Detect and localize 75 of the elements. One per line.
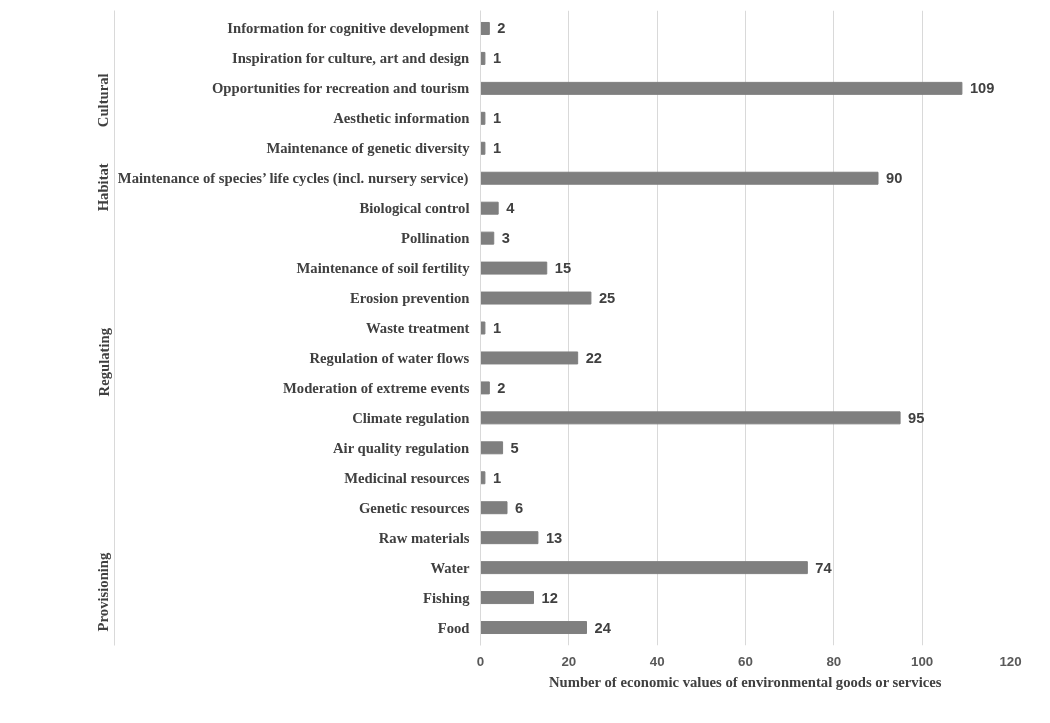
data-label: 1 bbox=[492, 50, 502, 67]
y-tick-label: Pollination bbox=[401, 230, 470, 247]
y-tick-label: Medicinal resources bbox=[344, 469, 470, 486]
y-tick-label: Maintenance of species’ life cycles (incl. nursery service) bbox=[117, 170, 469, 188]
y-tick-label: Regulation of water flows bbox=[309, 349, 470, 366]
bar bbox=[480, 321, 486, 335]
bar bbox=[480, 531, 539, 545]
bar bbox=[480, 231, 495, 245]
y-tick-label: Maintenance of genetic diversity bbox=[266, 140, 471, 157]
bar bbox=[480, 441, 504, 455]
x-tick-label: 40 bbox=[649, 653, 665, 669]
text: Habitat bbox=[95, 163, 112, 212]
bar bbox=[480, 141, 486, 155]
bar bbox=[480, 81, 963, 95]
data-label: 3 bbox=[501, 230, 510, 247]
y-tick-label: Food bbox=[437, 619, 470, 636]
y-tick-label: Inspiration for culture, art and design bbox=[231, 50, 470, 67]
bar bbox=[480, 381, 490, 395]
y-tick-label: Opportunities for recreation and tourism bbox=[211, 80, 470, 97]
data-label: 24 bbox=[594, 619, 612, 636]
data-label: 95 bbox=[908, 409, 925, 426]
bar bbox=[480, 201, 499, 215]
bar bbox=[480, 51, 486, 65]
x-tick-label: 100 bbox=[911, 653, 934, 669]
y-tick-label: Erosion prevention bbox=[349, 290, 470, 307]
y-tick-label: Maintenance of soil fertility bbox=[296, 260, 471, 277]
data-label: 4 bbox=[506, 200, 516, 217]
text: Regulating bbox=[95, 327, 112, 397]
y-tick-label: Climate regulation bbox=[352, 409, 470, 426]
bar bbox=[480, 21, 490, 35]
bar bbox=[480, 471, 486, 485]
data-label: 15 bbox=[554, 260, 572, 277]
x-tick-label: 80 bbox=[826, 653, 842, 669]
y-tick-label: Biological control bbox=[359, 200, 470, 217]
bar bbox=[480, 111, 486, 125]
y-tick-label: Genetic resources bbox=[358, 499, 470, 516]
data-label: 6 bbox=[515, 499, 524, 516]
y-tick-label: Water bbox=[430, 559, 470, 576]
data-label: 22 bbox=[585, 349, 602, 366]
bar bbox=[480, 171, 879, 185]
y-tick-label: Information for cognitive development bbox=[227, 20, 470, 37]
data-label: 1 bbox=[492, 110, 502, 127]
data-label: 74 bbox=[815, 559, 833, 576]
bar bbox=[480, 561, 808, 575]
x-tick-label: 0 bbox=[476, 653, 485, 669]
data-label: 25 bbox=[598, 290, 616, 307]
data-label: 12 bbox=[541, 589, 558, 606]
bar bbox=[480, 261, 548, 275]
data-label: 1 bbox=[492, 320, 502, 336]
y-tick-label: Raw materials bbox=[378, 529, 470, 546]
bar bbox=[480, 621, 587, 635]
x-axis-title: Number of economic values of environmental goods or services bbox=[549, 673, 942, 690]
bar bbox=[480, 351, 579, 365]
data-label: 109 bbox=[969, 80, 995, 97]
y-tick-label: Moderation of extreme events bbox=[282, 379, 470, 396]
text: Provisioning bbox=[95, 551, 112, 632]
x-tick-label: 60 bbox=[738, 653, 753, 669]
data-label: 90 bbox=[886, 170, 903, 187]
bar bbox=[480, 411, 901, 425]
data-label: 13 bbox=[545, 529, 563, 546]
bar bbox=[480, 501, 508, 515]
data-label: 2 bbox=[497, 379, 506, 396]
data-label: 1 bbox=[492, 469, 502, 486]
bar bbox=[480, 591, 534, 605]
x-tick-label: 20 bbox=[561, 653, 577, 669]
y-tick-label: Waste treatment bbox=[365, 320, 470, 336]
x-tick-label: 120 bbox=[999, 653, 1022, 669]
bar bbox=[480, 291, 592, 305]
text: Cultural bbox=[95, 73, 112, 128]
data-label: 2 bbox=[497, 20, 506, 37]
y-tick-label: Air quality regulation bbox=[332, 439, 470, 456]
data-label: 5 bbox=[510, 439, 519, 456]
y-tick-label: Fishing bbox=[423, 589, 471, 606]
data-label: 1 bbox=[492, 140, 502, 157]
y-tick-label: Aesthetic information bbox=[333, 110, 470, 127]
